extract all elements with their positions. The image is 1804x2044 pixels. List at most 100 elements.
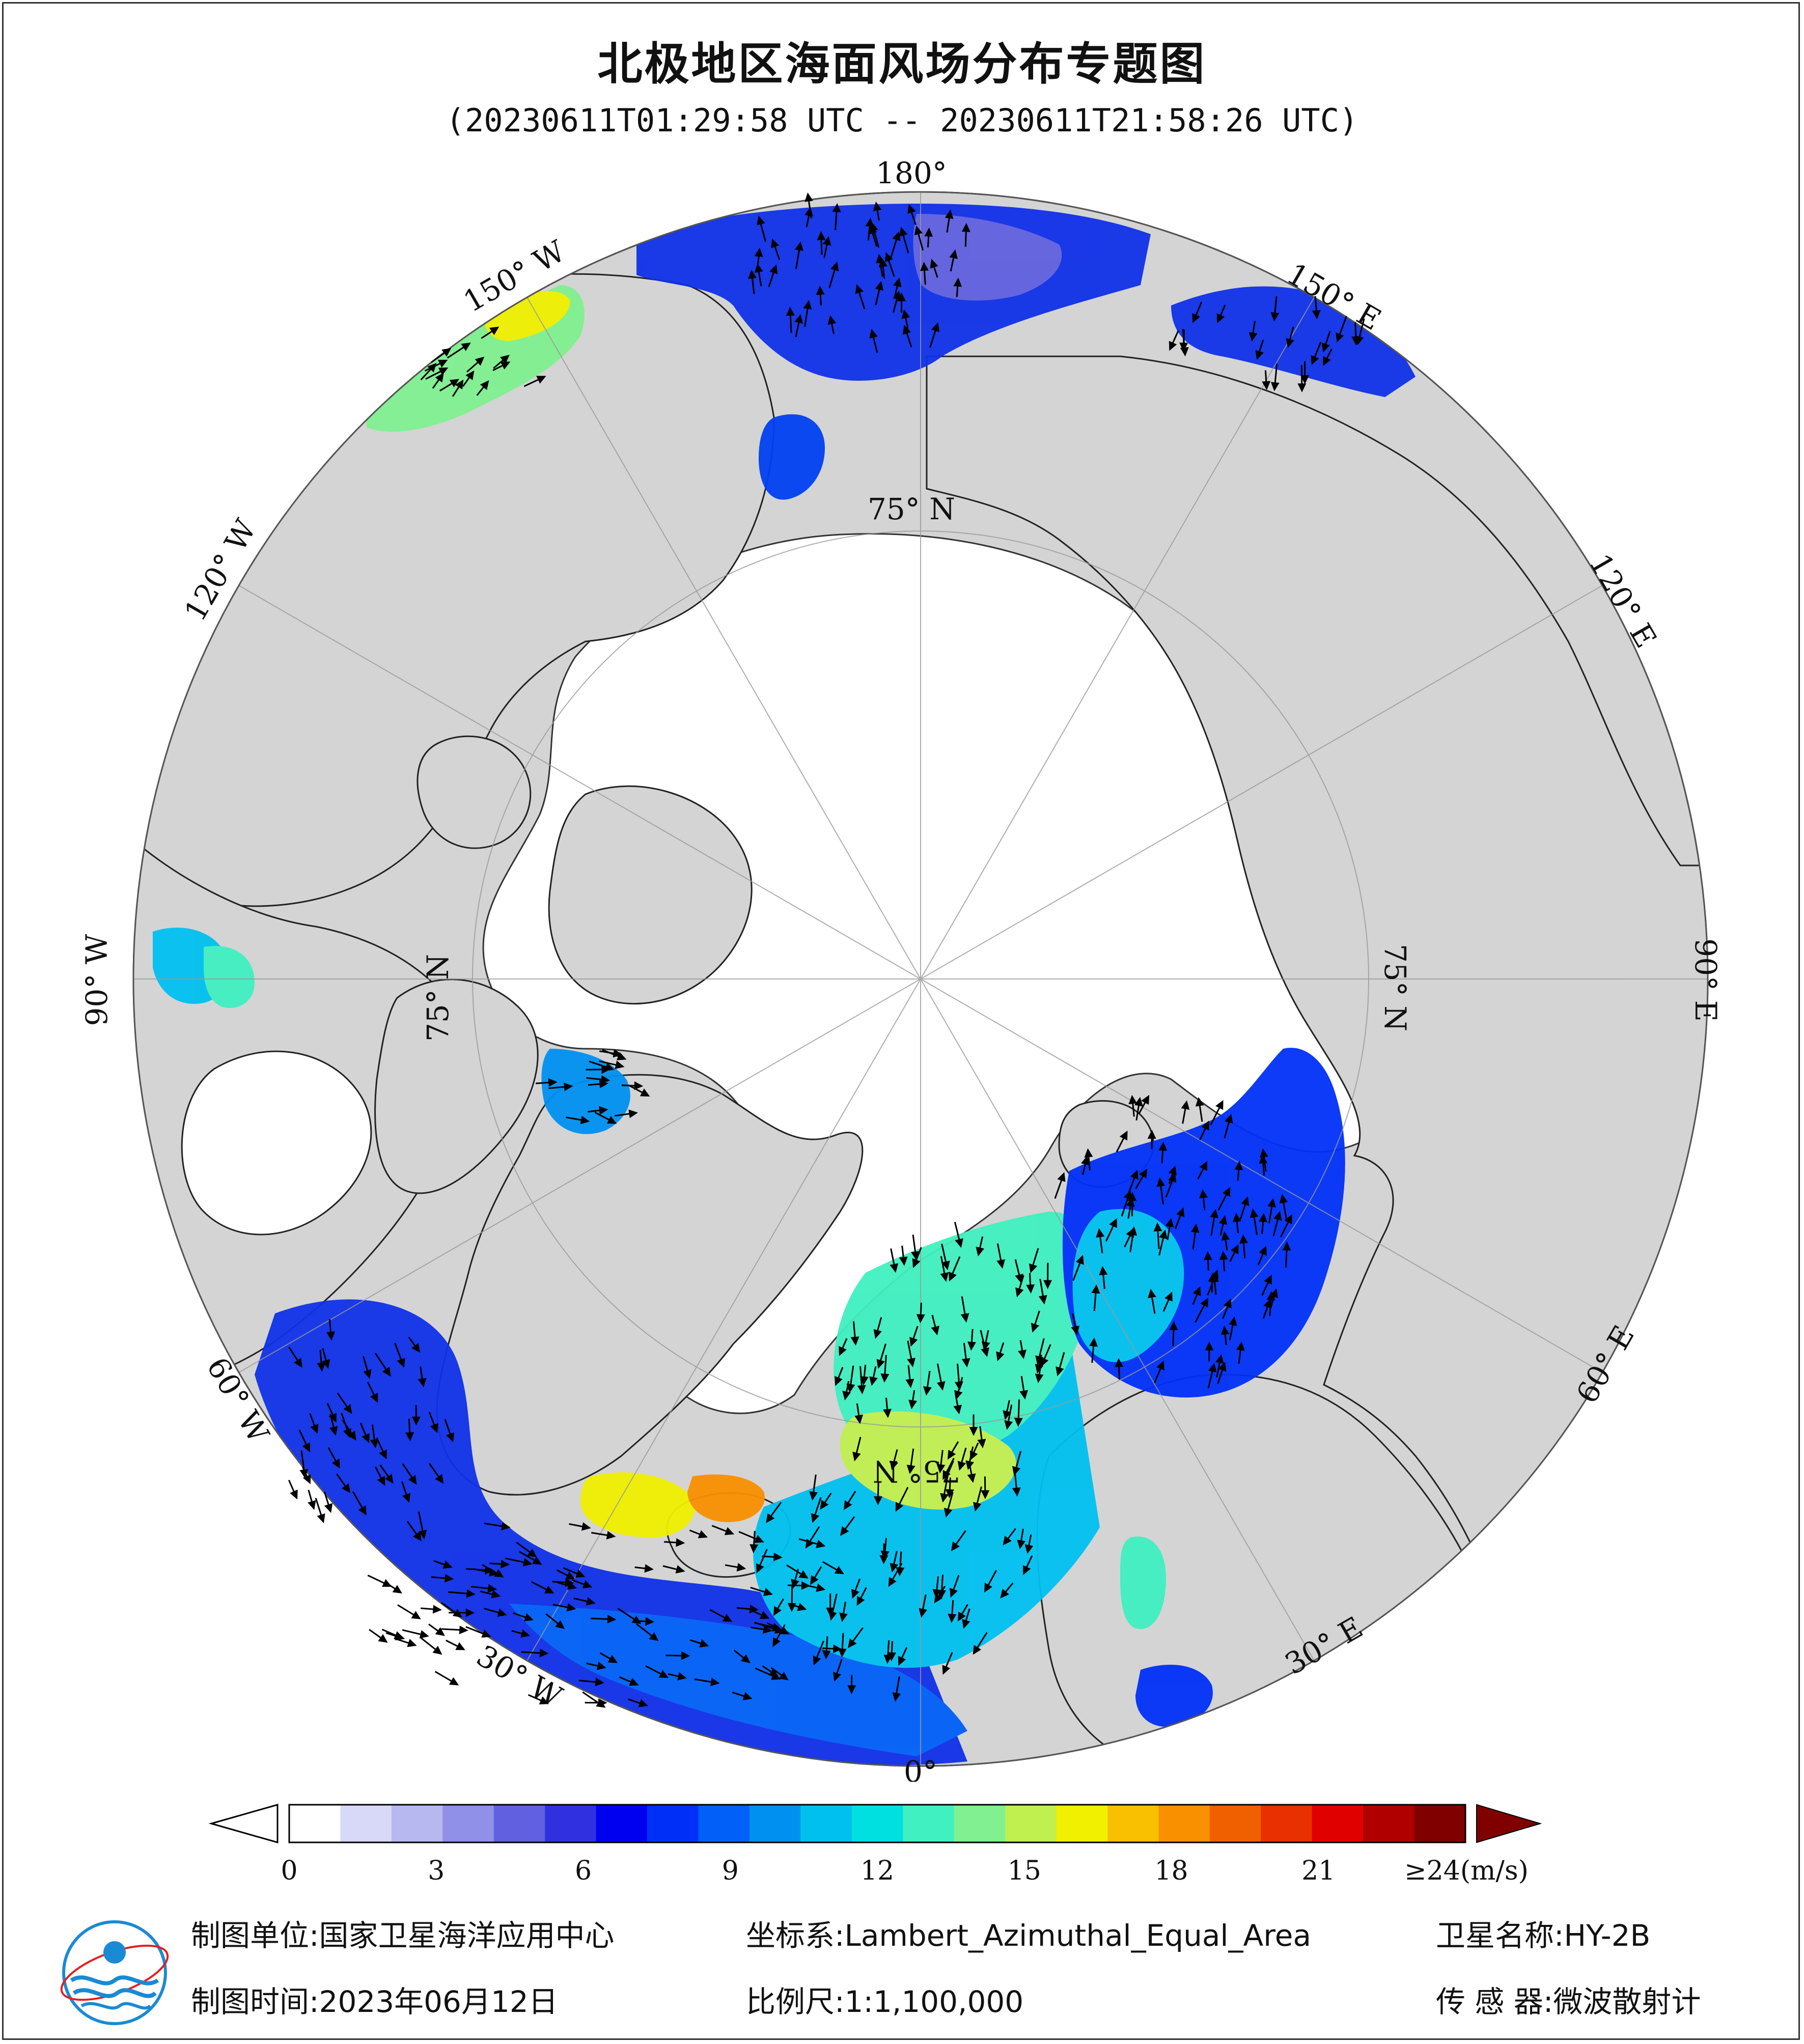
siberia-landmass: [926, 355, 1708, 1630]
wind-arrow-head: [771, 238, 780, 248]
wind-arrow-head: [1323, 356, 1331, 366]
wind-arrow-head: [771, 1623, 782, 1632]
wind-swaths: [153, 204, 1416, 1766]
wind-arrow-head: [1015, 1287, 1024, 1298]
wind-arrow-head: [1148, 1289, 1156, 1299]
wind-arrow-head: [951, 1541, 960, 1552]
hudson-bay: [181, 1050, 372, 1236]
wind-arrow-head: [901, 309, 910, 319]
wind-arrow-head: [875, 281, 884, 291]
wind-arrow-head: [981, 1347, 989, 1357]
wind-arrow-head: [1208, 1363, 1217, 1373]
wind-arrow-head: [1236, 1341, 1245, 1351]
wind-arrow-head: [1159, 1229, 1168, 1240]
wind-arrow-head: [1239, 1234, 1248, 1244]
arctic-wind-map: 180° 150° W 150° E 120° W 120° E 90° W 9…: [79, 156, 1723, 1782]
wind-arrow-head: [419, 1630, 429, 1639]
wind-arrow-head: [969, 1426, 978, 1436]
wind-arrow-head: [395, 1632, 405, 1641]
wind-arrow-head: [936, 1381, 946, 1391]
wind-arrow-head: [762, 1625, 772, 1634]
wind-arrow-head: [954, 1381, 963, 1391]
time-range-subtitle: (20230611T01:29:58 UTC -- 20230611T21:58…: [446, 102, 1358, 139]
wind-arrow-head: [834, 1565, 845, 1575]
wind-arrow-head: [1222, 1187, 1231, 1197]
wind-arrow-head: [407, 1639, 417, 1647]
wind-arrow-head: [438, 359, 448, 368]
wind-arrow-head: [787, 1603, 796, 1612]
wind-arrow-head: [833, 1671, 842, 1682]
wind-arrow-head: [830, 261, 839, 271]
mapping-unit-value: 国家卫星海洋应用中心: [319, 1918, 615, 1953]
wind-arrow-head: [1040, 1357, 1049, 1367]
wind-arrow-head: [601, 1065, 610, 1074]
wind-arrow-head: [600, 1075, 610, 1084]
satellite-name: 卫星名称:HY-2B: [1436, 1912, 1650, 1954]
wind-arrow-head: [865, 217, 874, 227]
wind-arrow-head: [797, 1603, 807, 1611]
wind-arrow-head: [1231, 1244, 1239, 1254]
wind-arrow-head: [843, 1500, 852, 1510]
wind-arrow-head: [890, 1562, 899, 1573]
wind-arrow-head: [754, 247, 763, 257]
wind-arrow-head: [981, 1490, 990, 1499]
wind-arrow-head: [615, 1060, 625, 1069]
wind-arrow-head: [363, 1369, 372, 1379]
wind-arrow-head: [1128, 1226, 1137, 1236]
wind-arrow-head: [1014, 1417, 1023, 1427]
wind-arrow-head: [1026, 1284, 1035, 1294]
wind-arrow-head: [816, 1539, 826, 1548]
wind-arrow-head: [411, 1611, 421, 1619]
wind-arrow-head: [412, 1531, 422, 1542]
wind-arrow-head: [1210, 1273, 1219, 1283]
wind-arrow-head: [856, 1595, 865, 1606]
wind-arrow-head: [887, 1652, 896, 1662]
wind-arrow-head: [1043, 1280, 1052, 1290]
wind-arrow-head: [324, 1503, 333, 1513]
wind-arrow-head: [924, 227, 933, 237]
wind-arrow-head: [945, 1489, 954, 1499]
wind-arrow-head: [523, 1613, 534, 1621]
wind-arrow-head: [1311, 355, 1319, 365]
wind-arrow-head: [954, 1390, 963, 1400]
wind-arrow-head: [949, 1588, 958, 1598]
wind-arrow-head: [370, 1392, 378, 1403]
wind-arrow-head: [1147, 1130, 1156, 1139]
wind-arrow-head: [961, 1358, 970, 1368]
wind-arrow-head: [607, 1614, 617, 1623]
wind-arrow-head: [392, 1585, 402, 1594]
wind-arrow-head: [859, 1376, 869, 1386]
wind-arrow-head: [883, 1409, 892, 1418]
wind-arrow-head: [405, 1432, 414, 1442]
lon-label-90w: 90° W: [79, 934, 114, 1026]
wind-arrow-head: [941, 1261, 950, 1271]
wind-arrow-head: [899, 1256, 908, 1266]
wind-arrow-head: [1273, 1211, 1282, 1221]
wind-arrow-head: [1091, 1284, 1100, 1294]
wind-arrow-head: [596, 1661, 606, 1670]
lon-label-0: 0°: [904, 1754, 937, 1782]
sensor-label: 传 感 器:: [1436, 1984, 1553, 2019]
wind-arrow-head: [1115, 1358, 1124, 1367]
wind-arrow-head: [772, 1637, 781, 1647]
wind-arrow-head: [645, 1617, 655, 1626]
wind-arrow-head: [816, 1583, 826, 1592]
wind-arrow-head: [1084, 1148, 1093, 1158]
wind-arrow-head: [820, 1500, 829, 1510]
wind-arrow-head: [384, 1474, 394, 1484]
wind-arrow-head: [432, 1645, 442, 1655]
wind-arrow-head: [749, 1605, 759, 1613]
wind-arrow-head: [1297, 383, 1307, 393]
sensor-value: 微波散射计: [1553, 1984, 1701, 2019]
wind-arrow-head: [1123, 1190, 1132, 1200]
wind-arrow-head: [748, 269, 757, 279]
wind-arrow-head: [1195, 1097, 1204, 1107]
wind-arrow-head: [973, 1502, 982, 1512]
wind-arrow-head: [773, 1552, 783, 1561]
wind-arrow-head: [1218, 1361, 1227, 1372]
wind-arrow-head: [449, 1677, 459, 1686]
wind-arrow-head: [675, 1565, 685, 1574]
wind-arrow-head: [839, 1612, 848, 1622]
wind-arrow-head: [408, 1475, 417, 1485]
wind-arrow-head: [934, 1593, 943, 1604]
